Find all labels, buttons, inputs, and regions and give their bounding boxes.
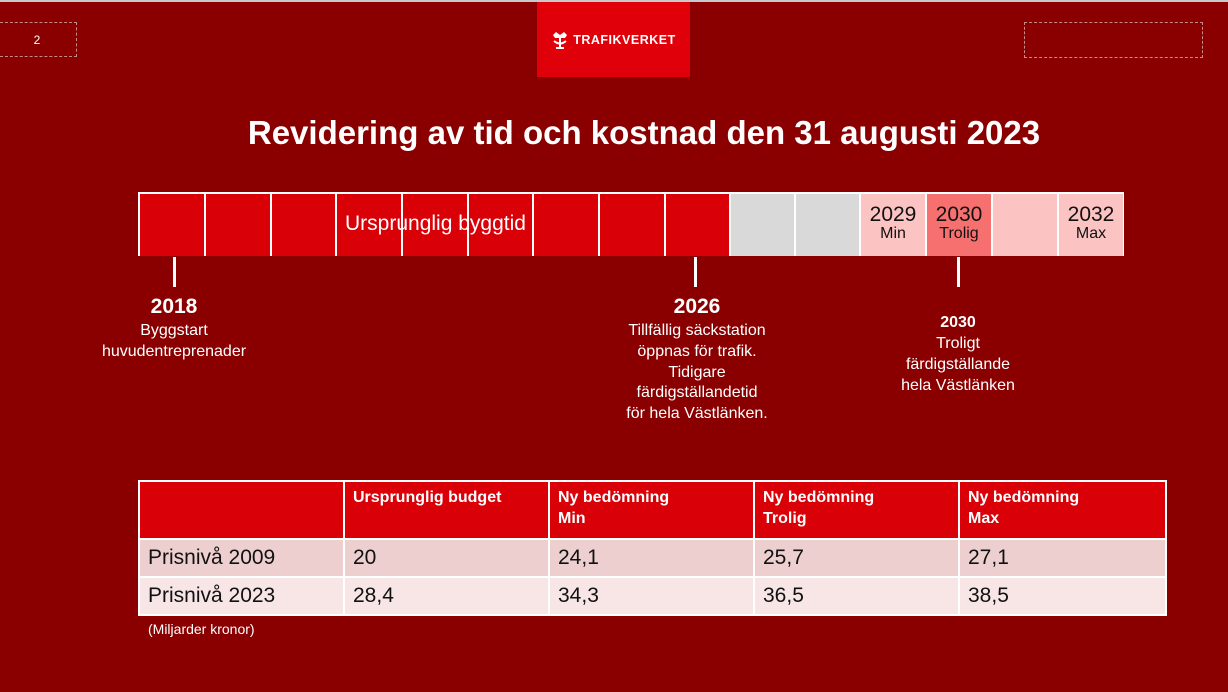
- max-label: 2032 Max: [1059, 204, 1123, 242]
- timeline-min-cell: 2029 Min: [861, 194, 925, 256]
- logo-text: TRAFIKVERKET: [573, 32, 676, 47]
- header-placeholder: [1024, 22, 1203, 58]
- max-year: 2032: [1067, 203, 1115, 226]
- milestone-line: hela Västlänken: [901, 376, 1015, 394]
- milestone-year: 2026: [673, 295, 721, 318]
- tick-2030: [957, 257, 960, 287]
- table-row: Prisnivå 2009 20 24,1 25,7 27,1: [138, 538, 1167, 578]
- table-cell: 36,5: [753, 576, 960, 616]
- timeline-max-cell: 2032 Max: [1059, 194, 1123, 256]
- timeline-year-cell: [272, 194, 335, 256]
- cost-table: Ursprunglig budget Ny bedömning Min Ny b…: [138, 480, 1167, 616]
- trolig-label: 2030 Trolig: [927, 204, 991, 242]
- timeline-year-cell: [666, 194, 729, 256]
- trolig-year: 2030: [935, 203, 983, 226]
- milestone-2026: 2026 Tillfällig säckstation öppnas för t…: [582, 295, 812, 425]
- timeline-bar-label: Ursprunglig byggtid: [345, 212, 526, 235]
- table-cell: 28,4: [343, 576, 550, 616]
- max-sub: Max: [1075, 225, 1107, 242]
- milestone-line: huvudentreprenader: [101, 342, 247, 360]
- milestone-line: Tillfällig säckstation: [628, 322, 766, 339]
- table-cell: 34,3: [548, 576, 755, 616]
- timeline-year-cell: [206, 194, 270, 256]
- timeline-year-cell: [534, 194, 598, 256]
- table-row: Prisnivå 2023 28,4 34,3 36,5 38,5: [138, 576, 1167, 616]
- milestone-line: Tidigare: [668, 363, 726, 381]
- timeline-year-cell: [469, 194, 532, 256]
- table-header-cell: Ny bedömning Trolig: [753, 480, 960, 540]
- timeline-delay-cell: [796, 194, 859, 256]
- timeline-year-cell: [140, 194, 204, 256]
- page-number-text: 2: [33, 32, 41, 47]
- timeline-year-cell: [600, 194, 664, 256]
- milestone-line: för hela Västlänken.: [626, 405, 768, 423]
- table-cell: 20: [343, 538, 550, 578]
- top-border-line: [0, 0, 1228, 2]
- table-cell: 38,5: [958, 576, 1167, 616]
- timeline-year-cell: [337, 194, 401, 256]
- min-label: 2029 Min: [861, 204, 925, 242]
- trafikverket-logo: TRAFIKVERKET: [537, 2, 690, 77]
- milestone-line: öppnas för trafik.: [637, 342, 757, 360]
- milestone-2030: 2030 Troligt färdigställande hela Västlä…: [868, 314, 1048, 396]
- milestone-line: färdigställande: [905, 355, 1011, 373]
- table-footnote: (Miljarder kronor): [148, 621, 255, 637]
- table-header-cell: Ny bedömning Max: [958, 480, 1167, 540]
- table-header-cell: Ursprunglig budget: [343, 480, 550, 540]
- table-cell: Prisnivå 2009: [138, 538, 345, 578]
- tick-2026: [694, 257, 697, 287]
- table-cell: Prisnivå 2023: [138, 576, 345, 616]
- min-year: 2029: [869, 203, 917, 226]
- page-number: 2: [0, 22, 77, 57]
- timeline-year-cell: [403, 194, 467, 256]
- table-header-row: Ursprunglig budget Ny bedömning Min Ny b…: [138, 480, 1167, 540]
- table-cell: 27,1: [958, 538, 1167, 578]
- milestone-year: 2018: [150, 295, 198, 318]
- milestone-line: färdigställandetid: [636, 384, 758, 402]
- trolig-sub: Trolig: [939, 225, 979, 242]
- milestone-year: 2030: [940, 314, 976, 331]
- milestone-2018: 2018 Byggstart huvudentreprenader: [74, 295, 274, 363]
- table-header-cell: Ny bedömning Min: [548, 480, 755, 540]
- slide-title: Revidering av tid och kostnad den 31 aug…: [247, 114, 1041, 151]
- timeline-delay-cell: [731, 194, 794, 256]
- table-cell: 25,7: [753, 538, 960, 578]
- tick-2018: [173, 257, 176, 287]
- crown-icon: [553, 31, 568, 49]
- milestone-line: Troligt: [936, 335, 980, 352]
- timeline-bar: 2029 Min 2030 Trolig 2032 Max Ursprungli…: [138, 192, 1124, 256]
- min-sub: Min: [880, 225, 906, 242]
- table-cell: 24,1: [548, 538, 755, 578]
- timeline-trolig-cell: 2030 Trolig: [927, 194, 991, 256]
- timeline-range-cell: [993, 194, 1057, 256]
- milestone-line: Byggstart: [140, 322, 208, 339]
- table-header-cell: [138, 480, 345, 540]
